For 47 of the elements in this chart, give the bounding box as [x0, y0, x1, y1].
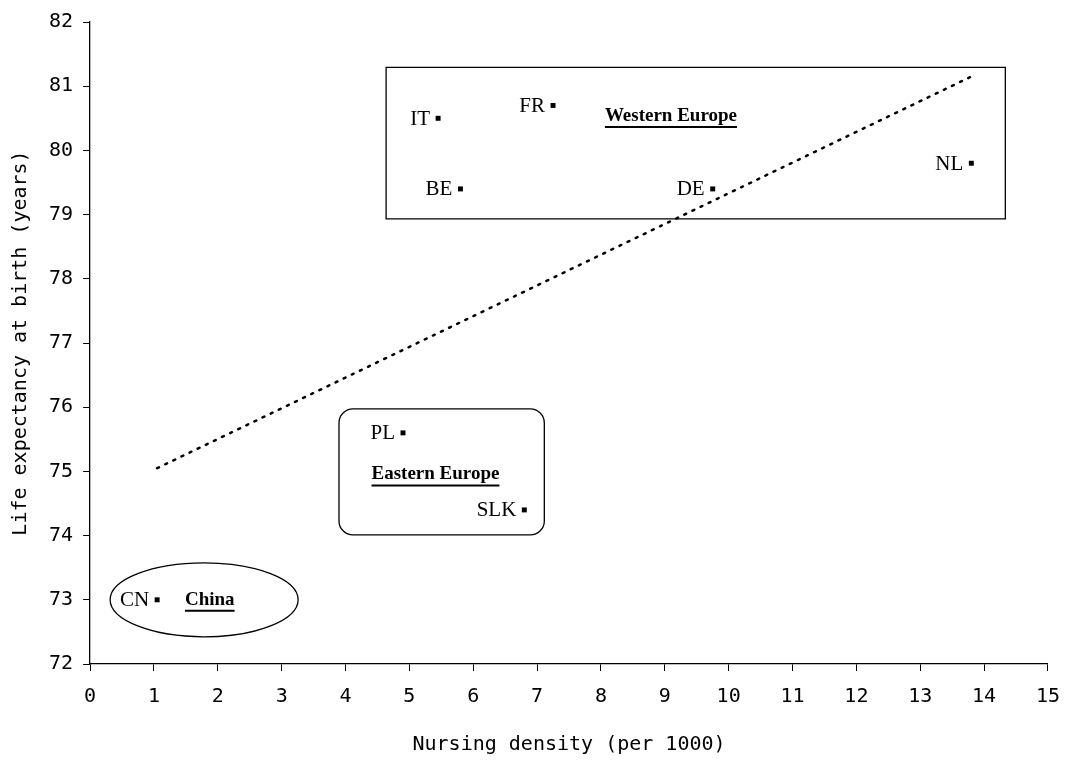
x-axis-title: Nursing density (per 1000)	[412, 731, 726, 756]
series-label: China	[184, 587, 236, 609]
point	[154, 597, 160, 603]
annotation: IT	[410, 105, 431, 130]
annotation: FR	[519, 92, 546, 117]
x-tick-label: 15	[1035, 683, 1061, 708]
x-tick-label: 4	[339, 683, 352, 708]
y-tick-label: 72	[48, 650, 74, 675]
point	[968, 160, 974, 166]
y-tick-label: 78	[48, 265, 74, 289]
point	[457, 186, 463, 192]
x-tick-label: 10	[716, 683, 741, 708]
annotation: PL	[370, 420, 395, 445]
y-axis-title: Life expectancy at birth (years)	[7, 150, 32, 536]
point	[710, 186, 716, 192]
x-tick-label: 2	[211, 683, 224, 708]
x-tick-label: 5	[403, 683, 416, 708]
y-tick-label: 74	[48, 521, 74, 546]
x-tick-label: 12	[844, 683, 869, 708]
x-tick-label: 8	[594, 683, 607, 708]
series-label: Eastern Europe	[371, 462, 500, 484]
x-tick-label: 0	[84, 683, 97, 708]
y-tick-label: 79	[48, 200, 74, 225]
x-tick-label: 13	[908, 683, 933, 708]
x-tick-label: 3	[275, 683, 288, 708]
y-tick-label: 77	[48, 329, 74, 354]
point	[521, 507, 527, 513]
x-tick-label: 9	[658, 683, 671, 708]
point	[550, 102, 556, 108]
x-tick-label: 6	[467, 683, 480, 708]
annotation: DE	[676, 176, 705, 201]
x-tick-label: 1	[147, 683, 160, 708]
y-tick-label: 82	[48, 8, 74, 33]
x-tick-label: 7	[531, 683, 544, 708]
annotation: NL	[935, 150, 964, 175]
y-tick-label: 73	[48, 586, 74, 610]
y-tick-label: 80	[48, 136, 74, 161]
y-tick-label: 75	[48, 457, 74, 482]
annotation: CN	[119, 587, 150, 612]
x-tick-label: 11	[780, 683, 805, 708]
point	[435, 115, 441, 121]
annotation: BE	[425, 176, 453, 201]
y-tick-label: 81	[48, 72, 74, 97]
annotation: SLK	[476, 497, 517, 522]
x-tick-label: 14	[972, 683, 997, 708]
text: Western Europe	[604, 103, 738, 125]
y-tick-label: 76	[48, 393, 74, 418]
